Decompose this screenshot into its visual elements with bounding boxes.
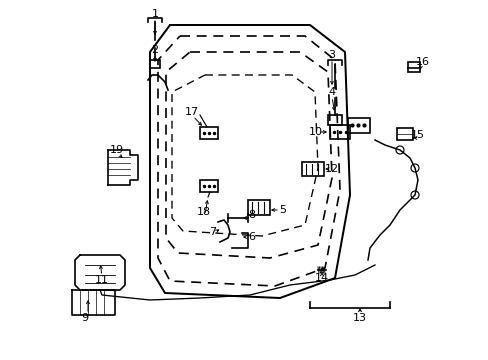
Text: 12: 12	[324, 164, 338, 174]
Bar	[407, 62, 419, 72]
Bar	[200, 180, 218, 192]
Text: 13: 13	[352, 313, 366, 323]
Bar	[302, 162, 324, 176]
Text: 17: 17	[184, 107, 199, 117]
Bar	[329, 125, 349, 139]
Text: 19: 19	[110, 145, 124, 155]
Text: 3: 3	[328, 50, 335, 60]
Bar	[347, 118, 369, 133]
Text: 5: 5	[279, 205, 286, 215]
Text: 10: 10	[308, 127, 323, 137]
Text: 18: 18	[197, 207, 211, 217]
Text: 15: 15	[410, 130, 424, 140]
Bar	[200, 127, 218, 139]
Text: 11: 11	[95, 275, 109, 285]
Bar	[327, 115, 341, 125]
Text: 9: 9	[81, 313, 88, 323]
Text: 2: 2	[151, 45, 158, 55]
Text: 4: 4	[328, 87, 335, 97]
Bar	[247, 200, 269, 215]
Bar	[396, 128, 412, 140]
Bar	[150, 60, 160, 68]
Text: 1: 1	[151, 9, 158, 19]
Text: 16: 16	[415, 57, 429, 67]
Text: 14: 14	[314, 273, 328, 283]
Text: 6: 6	[248, 232, 255, 242]
Text: 7: 7	[209, 227, 216, 237]
Text: 8: 8	[248, 210, 255, 220]
